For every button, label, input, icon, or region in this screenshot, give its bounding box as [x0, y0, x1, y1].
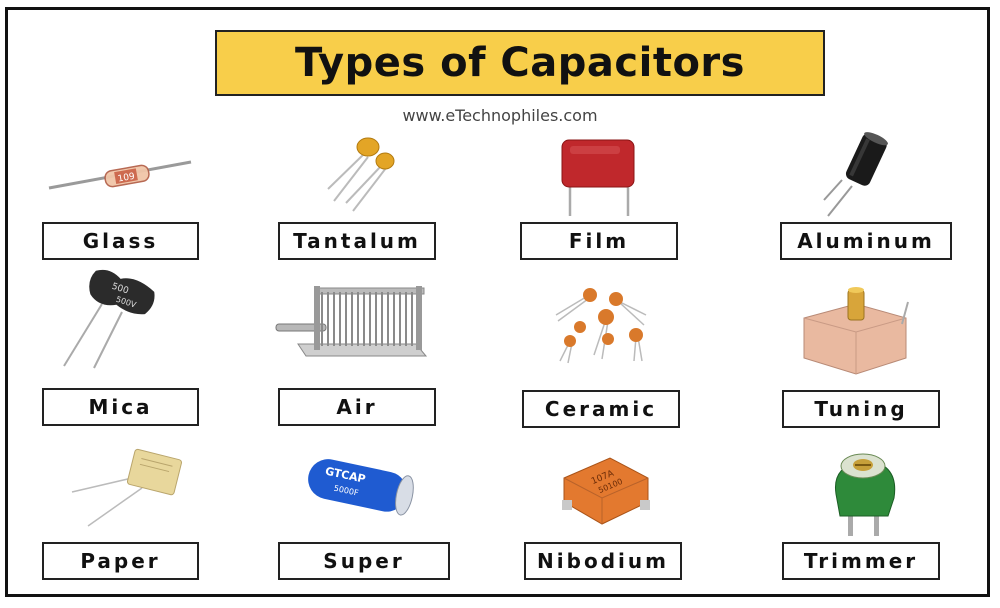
label-trimmer: Trimmer — [782, 542, 940, 580]
tuning-capacitor-image — [800, 280, 910, 378]
film-capacitor-image — [560, 138, 635, 218]
label-ceramic: Ceramic — [522, 390, 680, 428]
glass-capacitor-image: 109 — [45, 150, 195, 195]
label-air: Air — [278, 388, 436, 426]
title-banner: Types of Capacitors — [215, 30, 825, 96]
label-tantalum: Tantalum — [278, 222, 436, 260]
label-super: Super — [278, 542, 450, 580]
glass-capacitor-marking: 109 — [117, 172, 136, 185]
label-nibodium: Nibodium — [524, 542, 682, 580]
poster-title: Types of Capacitors — [295, 40, 745, 86]
super-capacitor-image: GTCAP 5000F — [303, 452, 418, 524]
mica-capacitor-image: 500 500V — [60, 269, 160, 370]
paper-capacitor-image — [70, 448, 182, 528]
aluminum-capacitor-image — [820, 130, 895, 218]
label-tuning: Tuning — [782, 390, 940, 428]
label-mica: Mica — [42, 388, 199, 426]
poster-frame — [5, 7, 990, 597]
air-capacitor-image — [275, 282, 436, 362]
label-glass: Glass — [42, 222, 199, 260]
website-url: www.eTechnophiles.com — [402, 106, 598, 125]
tantalum-capacitor-image — [320, 133, 400, 213]
trimmer-capacitor-image — [818, 448, 908, 538]
label-aluminum: Aluminum — [780, 222, 952, 260]
label-paper: Paper — [42, 542, 199, 580]
ceramic-capacitor-image — [550, 285, 650, 365]
nibodium-capacitor-image: 107A 50100 — [558, 452, 653, 532]
label-film: Film — [520, 222, 678, 260]
